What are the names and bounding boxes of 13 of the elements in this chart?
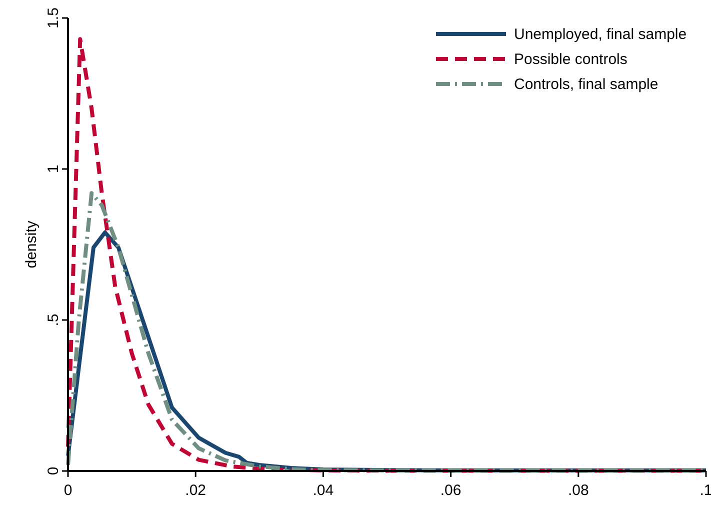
legend-label: Unemployed, final sample bbox=[514, 26, 687, 43]
x-tick-label: .02 bbox=[185, 482, 206, 499]
y-tick-label: 0 bbox=[45, 466, 62, 476]
y-tick-label: 1.5 bbox=[45, 8, 62, 28]
x-tick-label: .06 bbox=[440, 482, 462, 499]
y-tick-label: .5 bbox=[45, 314, 62, 326]
x-tick-label: 0 bbox=[64, 482, 72, 499]
x-tick-label: .04 bbox=[312, 482, 334, 499]
legend-label: Controls, final sample bbox=[514, 76, 658, 93]
y-tick-label: 1 bbox=[45, 164, 62, 174]
x-tick-label: .08 bbox=[568, 482, 589, 499]
legend-label: Possible controls bbox=[514, 51, 628, 68]
y-axis-title: density bbox=[23, 220, 40, 268]
